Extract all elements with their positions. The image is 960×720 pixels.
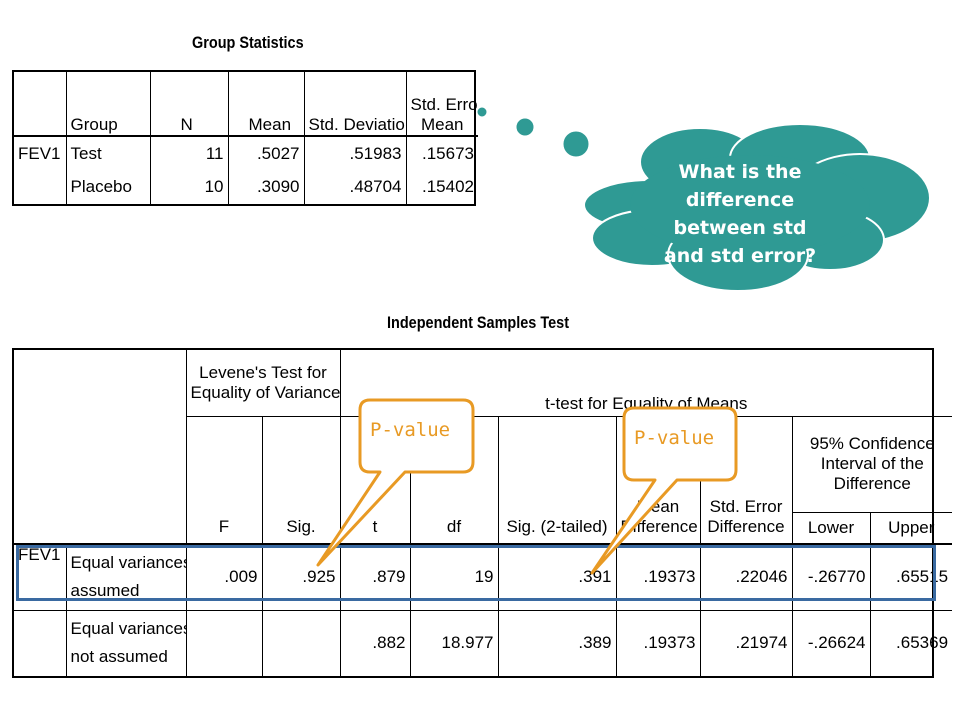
col-header-sig-2tailed: Sig. (2-tailed): [497, 416, 616, 544]
variable-label: FEV1: [18, 143, 61, 163]
callout-right-label: P-value: [634, 427, 715, 449]
group-statistics-title: Group Statistics: [192, 33, 304, 52]
table-row: Placebo 10 .3090 .48704 .15402: [14, 170, 478, 204]
col-header-n: N: [149, 72, 228, 136]
variable-label: FEV1: [18, 545, 61, 564]
independent-samples-title: Independent Samples Test: [387, 313, 570, 332]
col-header-std-err: Std. Error Mean: [405, 72, 478, 136]
thought-bubble-small: [476, 106, 488, 118]
col-header-sig: Sig.: [261, 416, 340, 544]
thought-cloud-text: What is the difference between std and s…: [663, 161, 817, 267]
thought-bubble-medium: [515, 117, 535, 137]
thought-bubble-large: [562, 130, 590, 158]
callout-left-label: P-value: [370, 419, 451, 441]
col-header-group: Group: [65, 72, 150, 136]
col-header-lower: Lower: [791, 512, 870, 544]
callout-right: [590, 406, 738, 575]
group-statistics-table: Group N Mean Std. Deviation Std. Error M…: [12, 70, 478, 206]
col-header-mean: Mean: [227, 72, 304, 136]
callout-left: [316, 398, 475, 567]
ci-header: 95% Confidence Interval of the Differenc…: [791, 416, 953, 513]
col-header-upper: Upper: [869, 512, 953, 544]
table-row: Equal variances not assumed .882 18.977 …: [14, 610, 953, 676]
levene-header: Levene's Test for Equality of Variances: [185, 350, 340, 416]
col-header-f: F: [185, 416, 262, 544]
table-row: FEV1 Test 11 .5027 .51983 .15673: [14, 136, 478, 170]
col-header-std-dev: Std. Deviation: [303, 72, 406, 136]
